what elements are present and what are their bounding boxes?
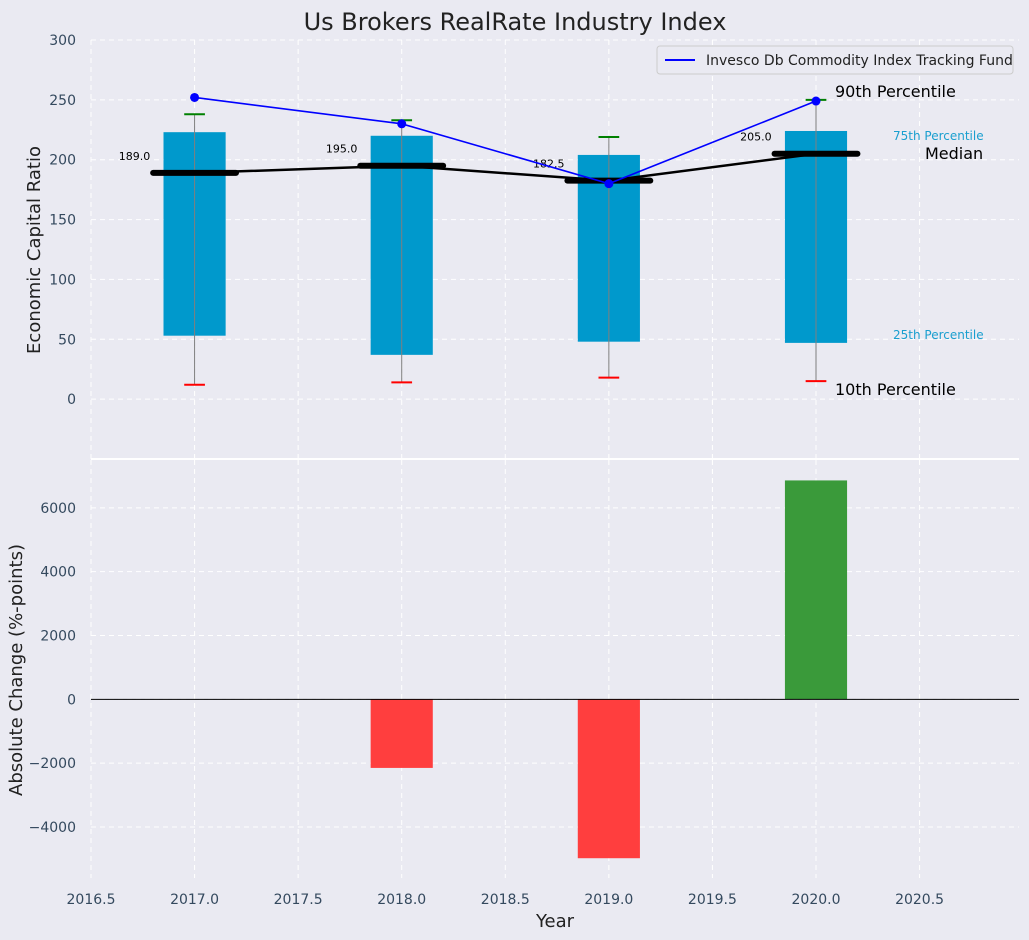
legend: Invesco Db Commodity Index Tracking Fund bbox=[656, 45, 1014, 75]
fund-point bbox=[190, 92, 200, 102]
median-value-label: 205.0 bbox=[740, 131, 772, 144]
bottom-y-tick-label: −4000 bbox=[29, 820, 76, 836]
median-trend-line bbox=[194, 152, 817, 182]
annotation-25th: 25th Percentile bbox=[893, 328, 984, 342]
annotation-median: Median bbox=[925, 144, 983, 163]
median-value-label: 189.0 bbox=[119, 150, 151, 163]
top-y-tick-label: 200 bbox=[49, 153, 76, 169]
top-plot-area bbox=[91, 40, 1019, 459]
x-tick-label: 2018.0 bbox=[377, 892, 426, 908]
fund-point bbox=[604, 179, 614, 189]
bottom-bars bbox=[91, 480, 1019, 859]
x-tick-label: 2019.0 bbox=[584, 892, 633, 908]
top-y-tick-label: 0 bbox=[67, 392, 76, 408]
bottom-y-ticks: −4000 −2000 0 2000 4000 6000 bbox=[29, 501, 76, 836]
fund-line bbox=[194, 96, 817, 185]
legend-label-fund: Invesco Db Commodity Index Tracking Fund bbox=[706, 53, 1013, 69]
top-y-tick-label: 100 bbox=[49, 272, 76, 288]
median-value-label: 195.0 bbox=[326, 143, 358, 156]
top-y-ticks: 0 50 100 150 200 250 300 bbox=[49, 33, 76, 408]
change-bar bbox=[370, 699, 433, 768]
annotation-90th: 90th Percentile bbox=[835, 82, 956, 101]
bottom-y-tick-label: 4000 bbox=[40, 565, 76, 581]
x-axis-label: Year bbox=[535, 911, 575, 932]
top-y-tick-label: 50 bbox=[58, 332, 76, 348]
top-boxes: 189.0 195.0 182.5 205.0 bbox=[119, 92, 861, 386]
annotation-75th: 75th Percentile bbox=[893, 129, 984, 143]
top-y-axis-label: Economic Capital Ratio bbox=[24, 146, 45, 354]
top-y-tick-label: 250 bbox=[49, 93, 76, 109]
x-tick-label: 2016.5 bbox=[67, 892, 116, 908]
fund-point bbox=[811, 96, 821, 106]
bottom-y-axis-label: Absolute Change (%-points) bbox=[6, 544, 27, 796]
x-tick-label: 2020.5 bbox=[895, 892, 944, 908]
top-y-tick-label: 150 bbox=[49, 213, 76, 229]
x-tick-label: 2017.0 bbox=[170, 892, 219, 908]
bottom-plot-area bbox=[91, 460, 1019, 878]
x-tick-label: 2017.5 bbox=[274, 892, 323, 908]
x-tick-label: 2020.0 bbox=[792, 892, 841, 908]
change-bar bbox=[577, 699, 640, 859]
bottom-y-tick-label: 0 bbox=[67, 692, 76, 708]
x-tick-label: 2018.5 bbox=[481, 892, 530, 908]
legend-box bbox=[656, 45, 1014, 75]
bottom-y-tick-label: −2000 bbox=[29, 756, 76, 772]
top-y-tick-label: 300 bbox=[49, 33, 76, 49]
annotation-10th: 10th Percentile bbox=[835, 380, 956, 399]
bottom-y-tick-label: 2000 bbox=[40, 628, 76, 644]
median-value-label: 182.5 bbox=[533, 158, 565, 171]
x-tick-label: 2019.5 bbox=[688, 892, 737, 908]
change-bar bbox=[784, 480, 848, 700]
fund-point bbox=[397, 119, 407, 129]
x-ticks: 2016.5 2017.0 2017.5 2018.0 2018.5 2019.0 2019… bbox=[67, 892, 945, 908]
bottom-y-tick-label: 6000 bbox=[40, 501, 76, 517]
chart-title: Us Brokers RealRate Industry Index bbox=[304, 8, 727, 36]
bottom-panel: −4000 −2000 0 2000 4000 6000 Absolute Change … bbox=[6, 460, 1019, 878]
